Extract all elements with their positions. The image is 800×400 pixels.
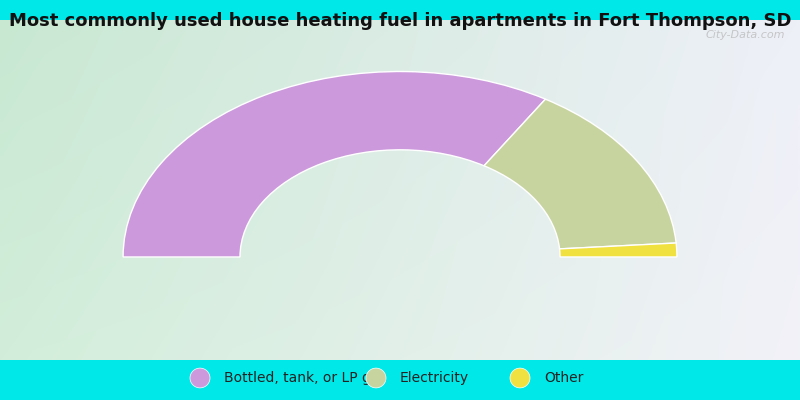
Text: Most commonly used house heating fuel in apartments in Fort Thompson, SD: Most commonly used house heating fuel in… [9,12,791,30]
Text: Electricity: Electricity [400,371,469,385]
Ellipse shape [366,368,386,388]
Wedge shape [484,99,676,249]
Ellipse shape [190,368,210,388]
Wedge shape [123,72,546,257]
Ellipse shape [510,368,530,388]
Text: Other: Other [544,371,583,385]
Text: City-Data.com: City-Data.com [705,30,785,40]
Wedge shape [559,243,677,257]
Text: Bottled, tank, or LP gas: Bottled, tank, or LP gas [224,371,386,385]
